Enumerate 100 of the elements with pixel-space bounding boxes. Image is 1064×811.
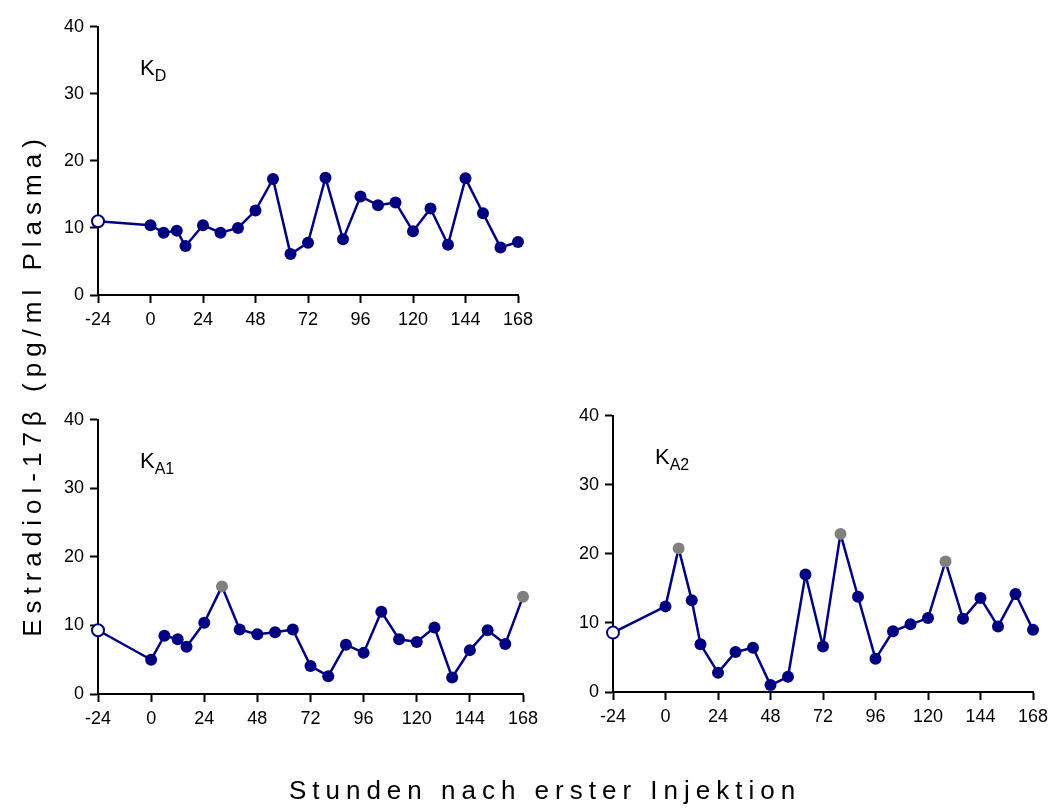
x-tick-label: -24 <box>599 705 627 726</box>
point <box>957 612 969 625</box>
y-tick-label: 20 <box>63 149 84 170</box>
point <box>215 580 228 593</box>
y-tick-label: 40 <box>578 404 599 425</box>
x-tick-label: 0 <box>146 707 157 728</box>
x-tick-label: 120 <box>397 308 429 329</box>
point <box>339 638 352 651</box>
point <box>869 652 882 665</box>
point <box>357 646 370 659</box>
point <box>410 635 423 648</box>
point <box>197 219 209 232</box>
point <box>284 248 297 261</box>
point <box>852 590 864 603</box>
x-tick-label: 96 <box>353 707 374 728</box>
point <box>992 620 1004 633</box>
point <box>286 623 299 636</box>
point <box>319 171 332 184</box>
x-tick-label: 72 <box>300 707 321 728</box>
y-tick-label: 30 <box>63 82 84 103</box>
x-tick-label: 144 <box>454 707 485 728</box>
point <box>322 670 335 683</box>
x-tick-label: 0 <box>660 705 671 726</box>
x-tick-label: 168 <box>502 308 534 329</box>
point <box>91 214 105 229</box>
x-tick-label: 144 <box>965 705 996 726</box>
x-tick-label: 48 <box>245 308 266 329</box>
y-tick-label: 0 <box>73 682 84 703</box>
point <box>304 659 317 672</box>
x-tick-label: 96 <box>865 705 886 726</box>
point <box>782 670 794 683</box>
point <box>477 207 489 220</box>
x-tick-label: 24 <box>707 705 729 726</box>
point <box>512 236 524 249</box>
point <box>424 202 437 215</box>
point <box>481 624 494 637</box>
x-tick-label: 48 <box>247 707 268 728</box>
x-tick-label: 144 <box>450 308 481 329</box>
point <box>922 612 934 625</box>
point <box>517 590 529 603</box>
point <box>144 219 157 232</box>
point <box>232 221 244 234</box>
point <box>1027 623 1039 636</box>
point <box>799 568 812 581</box>
point <box>170 224 183 237</box>
y-axis-title: Estradiol-17β (pg/ml Plasma) <box>16 133 48 637</box>
point <box>904 618 917 631</box>
point <box>393 633 406 646</box>
point <box>372 199 384 212</box>
point <box>428 621 441 634</box>
point <box>233 623 246 636</box>
x-tick-label: 120 <box>912 705 944 726</box>
point <box>91 623 105 638</box>
x-tick-label: 48 <box>760 705 781 726</box>
point <box>606 625 620 640</box>
point <box>834 527 847 540</box>
point <box>442 238 454 251</box>
point <box>407 225 419 238</box>
point <box>463 644 476 657</box>
point <box>659 600 672 613</box>
point <box>198 616 211 629</box>
y-tick-label: 0 <box>588 680 599 701</box>
point <box>158 629 171 642</box>
y-tick-label: 20 <box>63 545 84 566</box>
point <box>171 633 184 646</box>
x-tick-label: 24 <box>194 707 215 728</box>
point <box>747 641 759 654</box>
point <box>494 241 507 254</box>
y-tick-label: 10 <box>63 216 84 237</box>
y-tick-label: 0 <box>73 283 84 304</box>
point <box>269 626 282 639</box>
y-tick-label: 40 <box>63 15 84 36</box>
x-tick-label: 96 <box>350 308 371 329</box>
y-tick-label: 10 <box>578 611 599 632</box>
point <box>887 625 899 638</box>
x-tick-label: 24 <box>192 308 214 329</box>
x-tick-label: -24 <box>84 308 112 329</box>
point <box>375 605 388 618</box>
point <box>764 679 777 692</box>
point <box>672 542 685 555</box>
x-tick-label: 168 <box>1017 705 1049 726</box>
point <box>249 204 262 217</box>
x-tick-label: 120 <box>401 707 432 728</box>
y-tick-label: 20 <box>578 542 599 563</box>
point <box>354 190 367 203</box>
point <box>267 173 279 185</box>
point <box>214 226 227 239</box>
y-tick-label: 30 <box>578 473 599 494</box>
point <box>302 236 314 249</box>
point <box>145 653 158 666</box>
point <box>459 172 472 185</box>
point <box>974 592 987 605</box>
x-tick-label: 0 <box>145 308 156 329</box>
point <box>939 555 952 568</box>
y-tick-label: 10 <box>63 614 84 635</box>
point <box>389 196 402 209</box>
point <box>694 638 707 651</box>
point <box>337 233 349 246</box>
x-tick-label: 168 <box>507 707 539 728</box>
point <box>712 666 724 679</box>
